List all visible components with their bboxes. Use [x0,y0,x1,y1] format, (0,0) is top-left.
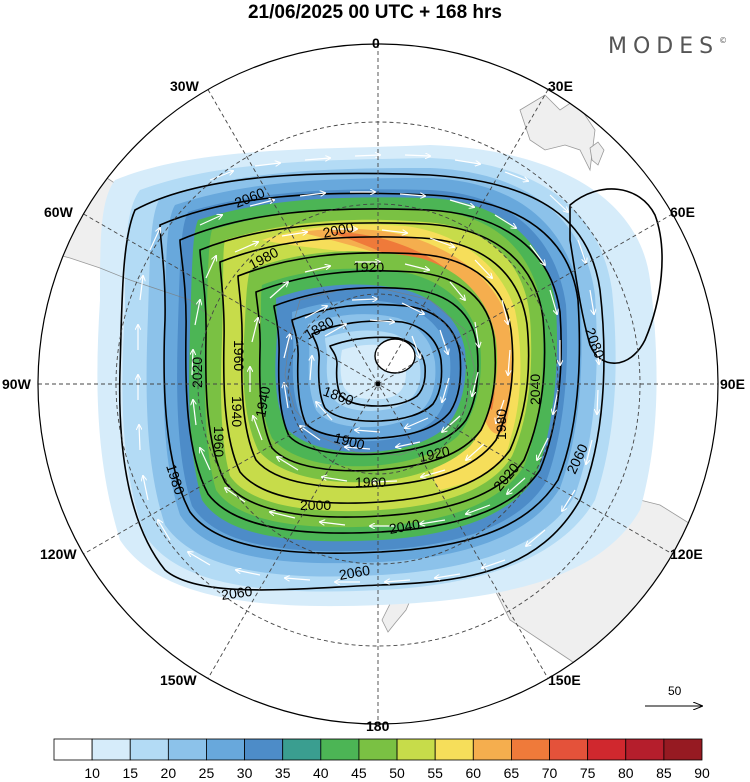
colorbar-tick-label: 45 [351,765,367,781]
lon-label-150e: 150E [548,672,581,688]
colorbar-tick-label: 90 [694,765,710,781]
lon-label-60e: 60E [670,204,695,220]
colorbar-swatch [129,738,169,761]
pole-white-spot [374,338,416,374]
colorbar-tick-label: 25 [198,765,215,781]
contour-label: 2060 [338,562,372,583]
lon-label-120e: 120E [670,546,703,562]
vector-reference-label: 50 [668,684,682,698]
contour-1920 [273,286,479,456]
chart-title: 21/06/2025 00 UTC + 168 hrs [247,2,503,23]
map-border [37,43,719,725]
colorbar-tick-label: 35 [274,765,291,781]
lon-label-120w: 120W [40,546,77,562]
contour-2040 [159,192,581,555]
colorbar-swatch [434,738,474,761]
contour-label: 1940 [252,385,273,419]
brand-logo: MODES© [608,34,727,59]
contour-label: 2040 [388,516,422,537]
colorbar-swatch [320,738,360,761]
contour-labels: 2060 2000 1980 1920 1880 1960 2020 1940 … [163,184,608,603]
copyright-mark: © [719,35,728,45]
contour-label: 2000 [300,497,331,513]
contour-label: 1960 [355,474,386,490]
lon-label-150w: 150W [160,672,197,688]
colorbar [53,738,703,761]
madagascar-land [589,141,605,166]
contour-1980 [219,236,530,504]
africa-land [519,94,596,172]
lon-label-180: 180 [366,718,390,734]
colorbar-swatch [625,738,665,761]
colorbar-tick-label: 20 [160,765,177,781]
wind-vectors [138,155,599,582]
lon-label-30w: 30W [170,78,199,94]
colorbar-tick-label: 15 [122,765,139,781]
colorbar-swatch [472,738,512,761]
map-disk: 2060 2000 1980 1920 1880 1960 2020 1940 … [38,44,718,724]
colorbar-tick-label: 85 [656,765,672,781]
lon-label-90e: 90E [720,376,745,392]
colorbar-tick-label: 30 [236,765,253,781]
colorbar-swatch [511,738,550,761]
colorbar-tick-label: 10 [84,765,100,781]
colorbar-swatch [663,738,703,761]
contour-label: 2060 [220,583,253,603]
lon-label-0: 0 [372,35,380,51]
south-pole-marker [375,381,381,387]
contour-1880 [311,320,443,422]
lon-label-90w: 90W [2,376,31,392]
brand-text: MODES [608,34,720,59]
contour-2020 [179,208,562,534]
colorbar-tick-label: 70 [541,765,558,781]
wind-speed-shading [97,145,657,607]
contour-label: 1900 [332,429,366,453]
colorbar-swatch [53,738,93,761]
colorbar-tick-label: 50 [389,765,405,781]
contour-2080 [569,188,663,364]
contour-label: 1920 [353,259,384,275]
contour-label: 1960 [231,340,247,371]
contour-label: 1960 [211,426,227,457]
colorbar-swatch [587,738,627,761]
contour-2000 [199,222,546,518]
contour-label: 2000 [321,219,355,241]
contour-1860 [329,336,426,407]
colorbar-tick-label: 55 [427,765,443,781]
colorbar-swatch [282,738,322,761]
contour-label: 2040 [527,374,543,405]
contour-label: 1940 [229,396,245,427]
colorbar-tick-label: 40 [313,765,329,781]
colorbar-swatch [91,738,131,761]
colorbar-swatch [206,738,245,761]
colorbar-tick-label: 75 [579,765,596,781]
colorbar-tick-label: 60 [465,765,482,781]
colorbar-tick-label: 80 [617,765,634,781]
height-contours [118,172,663,591]
contour-1960 [237,252,514,488]
lon-label-60w: 60W [44,204,73,220]
contour-1900 [291,303,462,440]
colorbar-swatch [244,738,284,761]
colorbar-tick-label: 65 [503,765,520,781]
lon-label-30e: 30E [548,78,573,94]
contour-1940 [255,270,497,472]
colorbar-swatch [549,738,589,761]
contour-label: 2020 [189,357,205,388]
contour-label: 1980 [493,409,509,440]
colorbar-swatch [358,738,398,761]
colorbar-swatch [167,738,207,761]
colorbar-swatch [396,738,436,761]
